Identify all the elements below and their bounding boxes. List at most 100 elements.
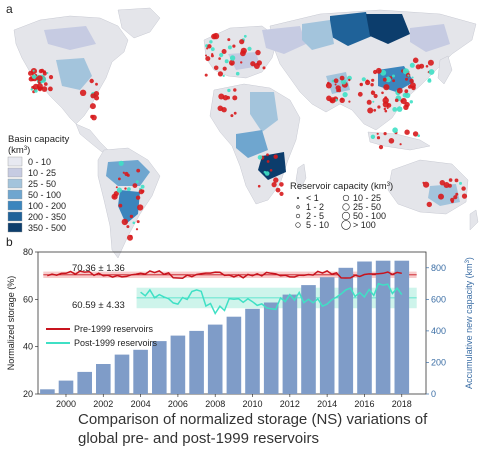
pre1999-reservoir-dot <box>359 83 362 86</box>
pre1999-reservoir-dot <box>48 75 54 80</box>
post1999-reservoir-dot <box>402 68 409 75</box>
capacity-bar <box>77 371 92 394</box>
post1999-reservoir-dot <box>227 45 232 50</box>
new-zealand <box>469 209 479 231</box>
pre1999-reservoir-dot <box>141 189 145 193</box>
pre1999-reservoir-dot <box>329 97 336 104</box>
basin-legend-swatch <box>7 156 23 167</box>
pre1999-reservoir-dot <box>227 38 231 42</box>
pre1999-reservoir-dot <box>218 57 221 60</box>
post1999-reservoir-dot <box>347 75 352 81</box>
pre1999-reservoir-dot <box>450 197 455 202</box>
pre1999-reservoir-dot <box>443 182 450 188</box>
pre1999-reservoir-dot <box>371 90 374 93</box>
capacity-bar <box>282 294 298 394</box>
x-tick-label: 2010 <box>243 399 263 409</box>
post1999-reservoir-dot <box>31 74 37 79</box>
pre1999-reservoir-dot <box>423 181 430 188</box>
reservoir-legend-label: < 1 <box>306 193 319 203</box>
x-tick-label: 2018 <box>392 399 412 409</box>
pre1999-reservoir-dot <box>38 69 44 74</box>
left-tick-label: 80 <box>23 247 33 257</box>
pre1999-reservoir-dot <box>257 184 261 188</box>
pre1999-reservoir-dot <box>412 57 419 64</box>
x-tick-label: 2006 <box>168 399 188 409</box>
post1999-reservoir-dot <box>235 71 240 76</box>
chart-legend: Pre-1999 reservoirs Post-1999 reservoirs <box>46 324 158 348</box>
pre1999-reservoir-dot <box>419 63 425 69</box>
basin-congo <box>236 130 268 158</box>
pre1999-reservoir-dot <box>126 173 130 177</box>
legend-pre1999-label: Pre-1999 reservoirs <box>74 324 154 334</box>
pre1999-reservoir-dot <box>132 183 138 189</box>
post1999-reservoir-dot <box>126 187 131 192</box>
post1999-reservoir-dot <box>380 69 387 76</box>
pre1999-reservoir-dot <box>453 195 458 200</box>
pre1999-reservoir-dot <box>404 129 410 135</box>
pre1999-reservoir-dot <box>392 79 395 83</box>
pre1999-reservoir-dot <box>122 171 125 174</box>
pre1999-reservoir-dot <box>273 177 279 183</box>
post1999-reservoir-dot <box>459 181 462 185</box>
right-axis-title: Accumulative new capacity (km3) <box>464 257 474 389</box>
reservoir-legend-label: 50 - 100 <box>353 211 386 221</box>
basin-legend-swatch <box>7 211 23 222</box>
post1999-reservoir-dot <box>227 88 231 93</box>
reservoir-dots <box>28 32 468 241</box>
basin-parana <box>118 190 140 224</box>
pre1999-reservoir-dot <box>229 59 235 66</box>
post1999-reservoir-dot <box>219 52 224 58</box>
pre1999-reservoir-dot <box>210 54 214 58</box>
pre1999-reservoir-dot <box>426 201 432 208</box>
capacity-bar <box>301 285 316 394</box>
greenland <box>117 7 161 39</box>
pre1999-reservoir-dot <box>439 180 445 186</box>
panel-b-label: b <box>6 235 13 249</box>
capacity-bar <box>338 267 354 394</box>
reservoir-legend-symbol <box>341 211 351 221</box>
pre1999-reservoir-dot <box>448 178 453 182</box>
pre1999-reservoir-dot <box>382 77 387 82</box>
pre1999-reservoir-dot <box>376 132 379 135</box>
pre1999-reservoir-dot <box>271 182 277 188</box>
pre1999-reservoir-dot <box>28 70 33 76</box>
pre1999-reservoir-dot <box>348 100 351 103</box>
pre1999-reservoir-dot <box>233 88 237 92</box>
pre1999-reservoir-dot <box>339 97 345 104</box>
pre1999-reservoir-dot <box>461 186 466 191</box>
pre1999-reservoir-dot <box>411 85 416 91</box>
right-tick-label: 800 <box>431 263 446 273</box>
post1999-reservoir-dot <box>392 127 398 133</box>
basin-legend-label: 25 - 50 <box>28 179 56 189</box>
pre1999-reservoir-dot <box>232 95 238 101</box>
pre1999-reservoir-dot <box>36 83 43 90</box>
pre1999-reservoir-dot <box>383 84 390 91</box>
pre1999-reservoir-dot <box>44 82 48 86</box>
pre1999-reservoir-dot <box>400 98 407 105</box>
reservoir-capacity-legend: Reservoir capacity (km3) < 11 - 22 - 55 … <box>290 181 393 230</box>
pre1999-reservoir-dot <box>121 218 128 226</box>
reservoir-legend-symbol <box>295 213 301 219</box>
left-tick-label: 40 <box>23 342 33 352</box>
pre1999-reservoir-dot <box>384 109 388 113</box>
left-tick-label: 60 <box>23 294 33 304</box>
pre1999-reservoir-dot <box>383 132 387 136</box>
right-tick-label: 600 <box>431 294 446 304</box>
pre1999-reservoir-dot <box>90 93 96 99</box>
central-america <box>75 123 109 153</box>
pre1999-reservoir-dot <box>367 107 374 114</box>
pre1999-reservoir-dot <box>230 114 234 118</box>
capacity-bar <box>114 354 130 394</box>
post1999-reservoir-dot <box>118 160 124 166</box>
pre1999-reservoir-dot <box>126 225 130 229</box>
post1999-reservoir-dot <box>331 79 335 83</box>
basin-legend-label: 200 - 350 <box>28 212 66 222</box>
pre1999-reservoir-dot <box>334 83 337 86</box>
pre1999-reservoir-dot <box>89 103 96 110</box>
capacity-bar <box>189 330 204 394</box>
pre1999-reservoir-dot <box>427 59 434 66</box>
storage-chart: 2000 2002 2004 2006 2008 2010 2012 2014 2016 2018… <box>6 247 474 409</box>
pre1999-reservoir-dot <box>383 107 386 111</box>
axes: 2000 2002 2004 2006 2008 2010 2012 2014 2016 2018… <box>23 247 446 409</box>
pre1999-reservoir-dot <box>403 104 409 111</box>
